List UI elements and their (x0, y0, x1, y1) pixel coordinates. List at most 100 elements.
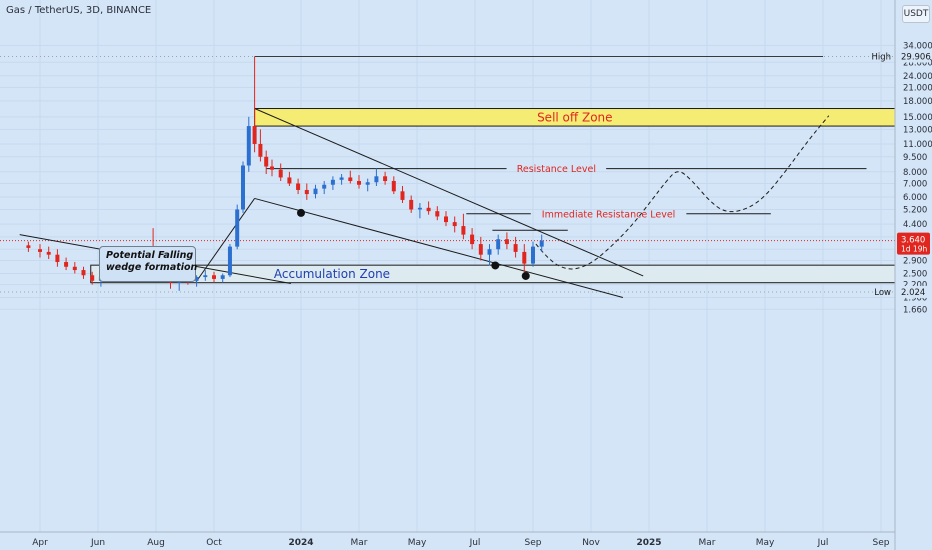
time-tick-label: Mar (351, 538, 368, 548)
candle-body (55, 254, 60, 263)
candle-body (227, 246, 232, 276)
candle-body (409, 199, 414, 210)
price-tick-label: 8.000 (903, 168, 927, 178)
candle-body (348, 177, 353, 182)
candle-body (258, 143, 263, 157)
candle-body (64, 262, 69, 267)
current-price-badge (897, 232, 930, 255)
candle-body (417, 207, 422, 210)
price-tick-label: 11.000 (903, 140, 932, 150)
price-tick-label: 2.900 (903, 257, 927, 267)
price-tick-label: 18.000 (903, 97, 932, 107)
upper-wedge-line (254, 108, 644, 277)
currency-button[interactable]: USDT (902, 5, 930, 23)
candle-body (194, 277, 199, 281)
candle-body (252, 126, 257, 144)
resistance-level-label: Resistance Level (517, 164, 596, 175)
candle-body (313, 188, 318, 195)
high-value: 29.906 (901, 53, 931, 63)
candle-body (278, 169, 283, 178)
price-tick-label: 4.400 (903, 220, 927, 230)
candle-body (322, 184, 327, 189)
time-tick-label: Sep (873, 538, 890, 548)
current-price-value: 3.640 (901, 236, 925, 246)
high-value-bg (897, 50, 930, 63)
price-tick-label: 5.200 (903, 205, 927, 215)
candle-body (452, 222, 457, 227)
price-tick-label: 13.000 (903, 125, 932, 135)
time-tick-label: Jul (469, 538, 481, 548)
time-tick-label: Mar (699, 538, 716, 548)
candle-body (287, 177, 292, 184)
time-tick-label: Jun (90, 538, 105, 548)
candle-body (26, 245, 31, 248)
candle-body (461, 226, 466, 235)
price-axis-panel (895, 0, 932, 550)
pivot-dot (491, 261, 500, 270)
candle-body (246, 126, 251, 166)
price-tick-label: 24.000 (903, 72, 932, 82)
candle-body (81, 270, 86, 276)
candle-body (435, 211, 440, 217)
callout-pointer (195, 198, 256, 283)
candle-body (513, 244, 518, 252)
time-tick-label: May (408, 538, 427, 548)
candle-body (522, 251, 527, 264)
price-tick-label: 7.000 (903, 179, 927, 189)
candle-body (496, 239, 501, 250)
accumulation-zone-label: Accumulation Zone (274, 267, 390, 281)
time-tick-label: Sep (525, 538, 542, 548)
callout-line-1: Potential Falling (106, 250, 194, 261)
pivot-dot (521, 271, 530, 280)
candle-body (400, 191, 405, 200)
candle-body (212, 275, 216, 279)
price-tick-label: 9.500 (903, 153, 927, 163)
pivot-dot (297, 208, 305, 217)
price-tick-label: 2.500 (903, 269, 927, 279)
candle-body (374, 176, 379, 183)
candle-body (203, 275, 208, 278)
projection-path (535, 115, 830, 270)
lower-wedge-line (254, 197, 624, 298)
time-tick-label: Jul (817, 538, 829, 548)
candle-body (90, 275, 95, 281)
candle-body (504, 239, 509, 245)
wedge-callout: Potential Falling wedge formation (99, 246, 198, 282)
time-tick-label: 2024 (288, 538, 313, 548)
price-tick-label: 1.660 (903, 305, 927, 315)
price-tick-label: 28.000 (903, 58, 932, 68)
immediate-resistance-level-label: Immediate Resistance Level (542, 209, 676, 220)
callout-line-2: wedge formation (106, 262, 198, 273)
time-tick-label: Apr (32, 538, 48, 548)
candle-body (383, 176, 388, 182)
time-tick-label: 2025 (636, 538, 661, 548)
symbol-title[interactable]: Gas / TetherUS, 3D, BINANCE (6, 5, 152, 16)
low-value: 2.024 (901, 288, 925, 298)
candle-body (478, 244, 483, 255)
candle-body (38, 249, 42, 252)
time-tick-label: Nov (582, 538, 600, 548)
time-tick-label: Aug (147, 538, 165, 548)
sell-zone-label: Sell off Zone (537, 110, 612, 124)
price-tick-label: 15.000 (903, 113, 932, 123)
time-tick-label: May (756, 538, 775, 548)
candle-body (487, 249, 492, 255)
low-value-bg (897, 285, 930, 298)
price-tick-label: 1.900 (903, 293, 927, 303)
time-tick-label: Oct (206, 538, 222, 548)
candle-body (391, 181, 396, 192)
candle-body (46, 251, 51, 255)
price-tick-label: 6.000 (903, 193, 927, 203)
high-tag: High (871, 53, 891, 63)
candle-body (426, 207, 431, 212)
candle-body (72, 266, 77, 271)
candle-body (241, 165, 245, 210)
candle-body (264, 156, 269, 167)
candle-body (531, 246, 535, 264)
price-tick-label: 21.000 (903, 83, 932, 93)
candle-body (330, 179, 335, 185)
candle-body (304, 189, 309, 195)
candle-body (235, 209, 240, 247)
